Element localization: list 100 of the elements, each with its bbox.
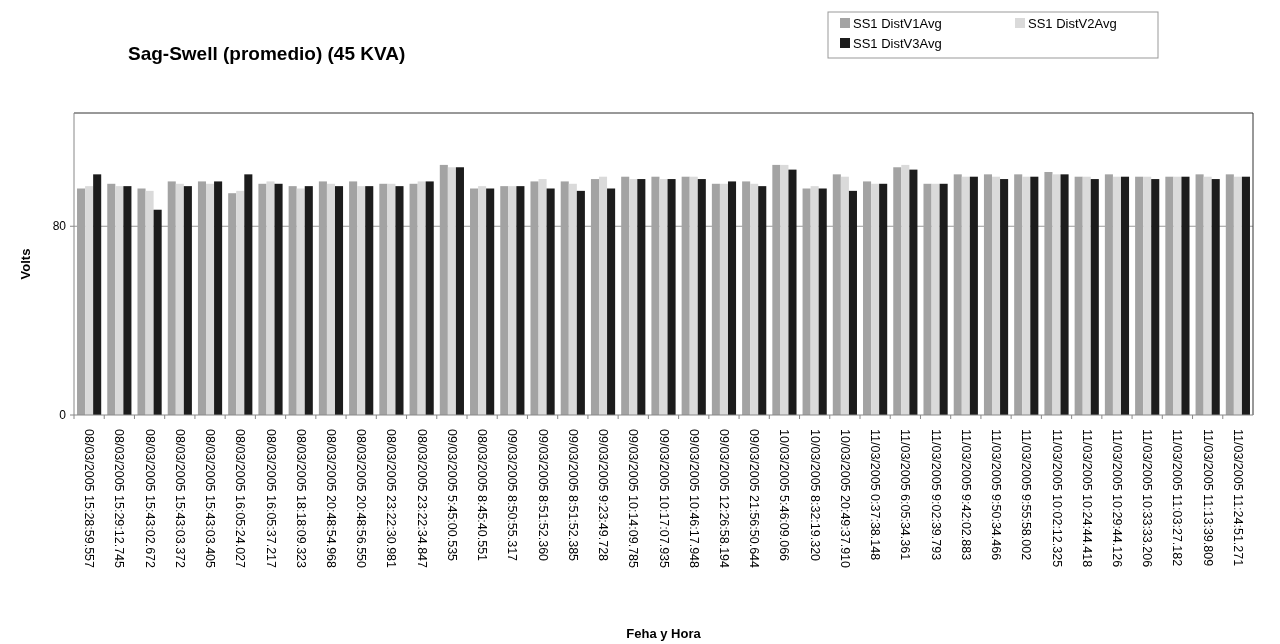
x-tick-label: 11/03/2005 10:29:44.126: [1109, 429, 1124, 568]
bar: [486, 188, 495, 415]
legend-label: SS1 DistV3Avg: [853, 36, 942, 51]
x-tick-label: 08/03/2005 16:05:37.217: [263, 429, 278, 569]
x-tick-label: 11/03/2005 10:33:33.206: [1140, 429, 1155, 568]
y-tick-label: 80: [52, 219, 67, 234]
bar: [357, 186, 366, 415]
bar: [546, 188, 555, 415]
bar: [274, 183, 283, 415]
bar: [1052, 174, 1061, 415]
x-tick-label: 08/03/2005 15:43:03.372: [172, 429, 187, 569]
bar: [810, 186, 819, 415]
bar: [629, 179, 638, 415]
bar: [244, 174, 253, 415]
bar: [455, 167, 464, 415]
bar: [840, 176, 849, 415]
x-tick-label: 09/03/2005 5:45:00.535: [444, 429, 459, 562]
bar: [758, 186, 767, 415]
bar: [607, 188, 616, 415]
x-tick-label: 08/03/2005 15:43:03.405: [203, 429, 218, 569]
bar: [236, 190, 245, 415]
bar: [304, 186, 313, 415]
bar: [1203, 176, 1212, 415]
x-tick-label: 11/03/2005 9:02:39.793: [928, 429, 943, 561]
x-tick-label: 08/03/2005 23:22:30.981: [384, 429, 399, 569]
bar: [637, 179, 646, 415]
bar: [425, 181, 434, 415]
bar: [296, 188, 305, 415]
x-tick-label: 09/03/2005 21:56:50.644: [747, 429, 762, 569]
bar: [568, 183, 577, 415]
bar: [153, 209, 162, 415]
bar: [689, 176, 698, 415]
x-tick-label: 11/03/2005 10:24:44.418: [1079, 429, 1094, 568]
bar: [538, 179, 547, 415]
bar: [85, 186, 94, 415]
bar: [516, 186, 525, 415]
bar: [1151, 179, 1160, 415]
bar: [214, 181, 223, 415]
bar: [750, 183, 759, 415]
bar: [1143, 176, 1152, 415]
bar: [697, 179, 706, 415]
bar: [818, 188, 827, 415]
x-tick-label: 09/03/2005 12:26:58.194: [716, 429, 731, 569]
x-tick-label: 10/03/2005 5:46:09.066: [777, 429, 792, 562]
x-tick-label: 09/03/2005 10:14:09.785: [626, 429, 641, 569]
legend-label: SS1 DistV1Avg: [853, 16, 942, 31]
bar: [1233, 176, 1242, 415]
bar: [1181, 176, 1190, 415]
bar: [788, 169, 797, 415]
bar: [417, 181, 426, 415]
bar: [879, 183, 888, 415]
bar: [576, 190, 585, 415]
x-tick-label: 11/03/2005 11:03:27.182: [1170, 429, 1185, 567]
bar: [1241, 176, 1250, 415]
x-tick-label: 08/03/2005 15:43:02.672: [142, 429, 157, 569]
bar: [1211, 179, 1220, 415]
bar: [1000, 179, 1009, 415]
bar: [667, 179, 676, 415]
bar: [145, 190, 154, 415]
bar: [599, 176, 608, 415]
x-tick-label: 08/03/2005 15:28:59.557: [82, 429, 97, 569]
bar: [659, 179, 668, 415]
x-tick-label: 08/03/2005 20:48:56.550: [354, 429, 369, 569]
bar: [334, 186, 344, 415]
bar: [1030, 176, 1039, 415]
bar: [727, 181, 737, 415]
x-tick-label: 08/03/2005 18:18:09.323: [293, 429, 308, 569]
x-tick-label: 11/03/2005 10:02:12.325: [1049, 429, 1064, 568]
bar: [115, 186, 124, 415]
bar: [848, 190, 857, 415]
x-tick-label: 08/03/2005 20:48:54.968: [323, 429, 338, 569]
x-tick-label: 10/03/2005 20:49:37.910: [837, 429, 852, 569]
bar: [961, 176, 970, 415]
bar: [508, 186, 517, 415]
bar: [326, 183, 335, 415]
bar: [969, 176, 978, 415]
bar: [1090, 179, 1099, 415]
x-tick-label: 11/03/2005 11:24:51.271: [1230, 429, 1245, 567]
bar: [93, 174, 102, 415]
bar: [909, 169, 918, 415]
bar: [1022, 176, 1031, 415]
bar: [931, 183, 940, 415]
x-axis-title: Feha y Hora: [626, 626, 702, 641]
bar: [387, 183, 396, 415]
x-tick-label: 09/03/2005 8:51:52.385: [565, 429, 580, 562]
y-tick-label: 0: [59, 408, 67, 423]
x-tick-label: 09/03/2005 10:46:17.948: [686, 429, 701, 569]
bar: [175, 183, 184, 415]
bar: [992, 176, 1001, 415]
bar: [1112, 176, 1121, 415]
bar: [871, 183, 880, 415]
bar: [206, 183, 215, 415]
bar: [395, 186, 404, 415]
y-axis-title: Volts: [18, 248, 33, 280]
bar: [719, 183, 728, 415]
bar: [939, 183, 948, 415]
x-tick-label: 09/03/2005 8:51:52.360: [535, 429, 550, 562]
bar: [478, 186, 487, 415]
x-tick-label: 11/03/2005 9:42:02.883: [958, 429, 973, 561]
bar: [447, 167, 456, 415]
